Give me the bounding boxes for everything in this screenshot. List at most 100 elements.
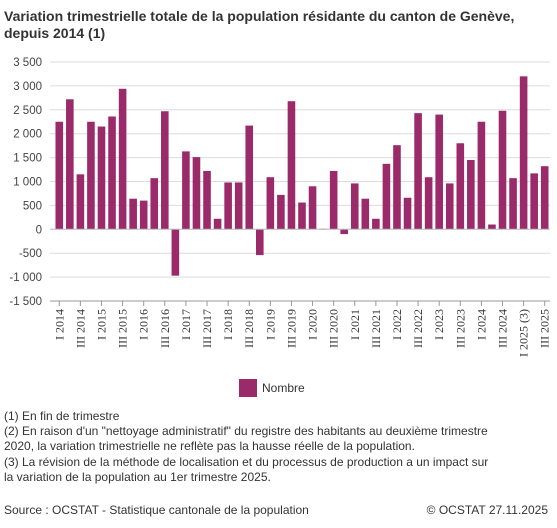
x-tick-label: I 2020	[306, 309, 320, 340]
bar-ii-2019[interactable]	[277, 194, 285, 230]
bar-i-2023[interactable]	[435, 114, 443, 230]
bar-ii-2017[interactable]	[192, 157, 201, 230]
bar-i-2021[interactable]	[350, 183, 359, 230]
y-tick-label: 0	[36, 224, 42, 236]
bar-iv-2015[interactable]	[129, 198, 137, 230]
bar-i-2024[interactable]	[477, 121, 486, 230]
x-tick-label: III 2016	[158, 309, 172, 348]
bar-i-2017[interactable]	[182, 151, 190, 230]
x-tick-label: I 2022	[390, 309, 404, 340]
footnote-2b: 2020, la variation trimestrielle ne refl…	[4, 439, 415, 454]
footnotes: (1) En fin de trimestre (2) En raison d'…	[4, 409, 552, 485]
chart-title: Variation trimestrielle totale de la pop…	[4, 8, 544, 42]
bar-iii-2015[interactable]	[118, 88, 127, 230]
bar-iii-2022[interactable]	[414, 113, 422, 230]
y-tick-label: 3 000	[13, 81, 42, 93]
x-tick-label: III 2022	[411, 309, 425, 348]
bar-iv-2021[interactable]	[382, 163, 391, 230]
bar-iv-2018[interactable]	[255, 229, 264, 256]
x-tick-label: I 2021	[348, 309, 362, 340]
x-tick-label: I 2025 (3)	[517, 309, 531, 357]
y-tick-label: -500	[19, 248, 42, 260]
x-tick-label: III 2019	[284, 309, 298, 348]
y-tick-label: 1 500	[13, 153, 42, 165]
bar-iv-2019[interactable]	[298, 202, 306, 230]
legend[interactable]: Nombre	[239, 379, 305, 397]
bar-iv-2020[interactable]	[340, 229, 349, 235]
bar-ii-2022[interactable]	[403, 197, 412, 230]
x-axis: I 2014 III 2014 I 2015 III 2015 I 2016 III 20…	[50, 228, 552, 357]
bar-iii-2017[interactable]	[203, 170, 211, 230]
bar-i-2016[interactable]	[139, 200, 148, 230]
chart-title-line-2: depuis 2014 (1)	[4, 25, 106, 41]
copyright-text: © OCSTAT 27.11.2025	[426, 503, 548, 517]
legend-label: Nombre	[262, 381, 305, 395]
x-tick-label: I 2016	[137, 309, 151, 340]
x-tick-label: III 2025	[538, 309, 552, 348]
bar-ii-2014[interactable]	[66, 99, 74, 230]
y-tick-label: 2 000	[13, 129, 42, 141]
bar-iii-2016[interactable]	[161, 111, 169, 230]
footnote-3b: la variation de la population au 1er tri…	[4, 469, 271, 484]
footnote-3a: (3) La révision de la méthode de localis…	[4, 454, 489, 469]
x-tick-label: I 2023	[432, 309, 446, 340]
source-text: Source : OCSTAT - Statistique cantonale …	[4, 503, 309, 517]
bar-iv-2017[interactable]	[213, 218, 222, 230]
x-tick-label: III 2024	[496, 309, 510, 348]
legend-swatch	[239, 379, 257, 397]
footnote-2a: (2) En raison d'un "nettoyage administra…	[4, 424, 488, 439]
y-axis-ticks: -1 500 -1 000 -500 0 500 1 000 1 500 2 000 2 500…	[9, 57, 42, 308]
bar-iii-2025[interactable]	[540, 166, 549, 230]
bar-ii-2016[interactable]	[150, 178, 159, 230]
footer: Source : OCSTAT - Statistique cantonale …	[4, 503, 552, 517]
bar-i-2020[interactable]	[308, 186, 317, 230]
y-tick-label: 2 500	[13, 105, 42, 117]
bar-i-2018[interactable]	[224, 182, 232, 230]
y-tick-label: 3 500	[13, 57, 42, 69]
x-tick-label: I 2024	[474, 309, 488, 340]
bar-ii-2024[interactable]	[488, 224, 496, 230]
bar-iii-2021[interactable]	[372, 218, 380, 230]
bar-iv-2014[interactable]	[87, 121, 95, 230]
x-tick-label: III 2017	[200, 309, 214, 348]
x-tick-label: I 2015	[94, 309, 108, 340]
bar-i-2014[interactable]	[55, 121, 64, 230]
bar-chart: -1 500 -1 000 -500 0 500 1 000 1 500 2 000 2 500…	[9, 57, 552, 357]
footnote-1: (1) En fin de trimestre	[4, 409, 120, 423]
bar-iii-2018[interactable]	[245, 125, 254, 230]
x-tick-label: I 2017	[179, 309, 193, 340]
x-tick-label: I 2014	[52, 309, 66, 340]
bar-iv-2016[interactable]	[171, 229, 180, 276]
bar-ii-2025[interactable]	[530, 173, 538, 230]
x-tick-label: I 2019	[263, 309, 277, 340]
bar-ii-2023[interactable]	[445, 183, 454, 230]
bar-ii-2015[interactable]	[108, 116, 116, 230]
y-tick-label: 1 000	[13, 177, 42, 189]
bar-iii-2019[interactable]	[287, 101, 296, 230]
bar-iii-2024[interactable]	[498, 110, 507, 230]
x-tick-label: III 2018	[242, 309, 256, 348]
bar-i-2022[interactable]	[393, 145, 401, 230]
x-tick-label: III 2015	[116, 309, 130, 348]
bar-i-2019[interactable]	[266, 177, 275, 230]
y-tick-label: -1 000	[9, 272, 42, 284]
bar-ii-2018[interactable]	[234, 182, 243, 230]
bar-iv-2024[interactable]	[509, 178, 517, 230]
y-tick-label: 500	[23, 200, 42, 212]
bar-iv-2023[interactable]	[467, 159, 475, 230]
x-tick-label: III 2020	[327, 309, 341, 348]
bars	[55, 76, 549, 276]
bar-ii-2021[interactable]	[361, 198, 370, 230]
y-tick-label: -1 500	[9, 296, 42, 308]
bar-iv-2022[interactable]	[424, 177, 433, 230]
bar-i-2015[interactable]	[97, 126, 106, 230]
x-tick-label: III 2014	[73, 309, 87, 348]
bar-i-2025-3-[interactable]	[519, 76, 528, 230]
x-tick-label: III 2023	[453, 309, 467, 348]
bar-iii-2020[interactable]	[329, 170, 338, 230]
bar-iii-2023[interactable]	[456, 143, 465, 230]
x-tick-label: III 2021	[369, 309, 383, 348]
chart-title-line-1: Variation trimestrielle totale de la pop…	[4, 8, 515, 24]
x-tick-label: I 2018	[221, 309, 235, 340]
bar-iii-2014[interactable]	[76, 174, 85, 230]
